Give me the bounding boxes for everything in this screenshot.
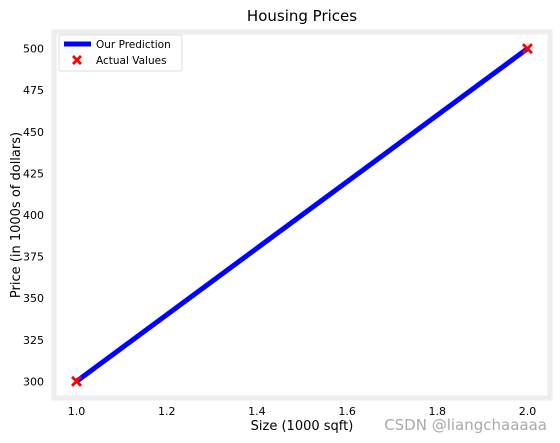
x-tick-label: 1.6: [338, 405, 356, 418]
x-tick-label: 1.4: [248, 405, 266, 418]
legend-label: Our Prediction: [96, 39, 171, 51]
x-marker-shape: [71, 375, 83, 387]
x-tick-label: 1.2: [158, 405, 176, 418]
watermark-text: CSDN @liangchaaaaa: [384, 416, 547, 434]
legend-label: Actual Values: [96, 55, 167, 67]
x-tick-label: 1.8: [429, 405, 447, 418]
legend-marker-swatch: [72, 55, 82, 65]
actual-value-point: [521, 43, 533, 55]
y-tick-label: 500: [23, 43, 44, 56]
x-marker-shape: [72, 55, 82, 65]
y-tick-label: 425: [23, 167, 44, 180]
series-layer: [71, 43, 533, 387]
x-tick-label: 1.0: [68, 405, 86, 418]
y-tick-label: 325: [23, 334, 44, 347]
x-axis-ticks: 1.0 1.2 1.4 1.6 1.8 2.0: [68, 405, 536, 418]
legend: Our Prediction Actual Values: [58, 34, 183, 72]
actual-value-point: [71, 375, 83, 387]
y-tick-label: 375: [23, 251, 44, 264]
x-tick-label: 2.0: [519, 405, 537, 418]
prediction-line: [75, 46, 529, 384]
y-tick-label: 400: [23, 209, 44, 222]
y-tick-label: 450: [23, 126, 44, 139]
x-axis-label: Size (1000 sqft): [251, 419, 354, 434]
y-tick-label: 350: [23, 292, 44, 305]
y-tick-label: 300: [23, 375, 44, 388]
chart-title: Housing Prices: [247, 7, 357, 25]
legend-items: Our Prediction Actual Values: [64, 39, 171, 67]
y-axis-label: Price (in 1000s of dollars): [9, 132, 24, 298]
x-marker-shape: [521, 43, 533, 55]
y-tick-label: 475: [23, 84, 44, 97]
y-axis-ticks: 300 325 350 375 400 425 450 475 500: [23, 43, 44, 389]
